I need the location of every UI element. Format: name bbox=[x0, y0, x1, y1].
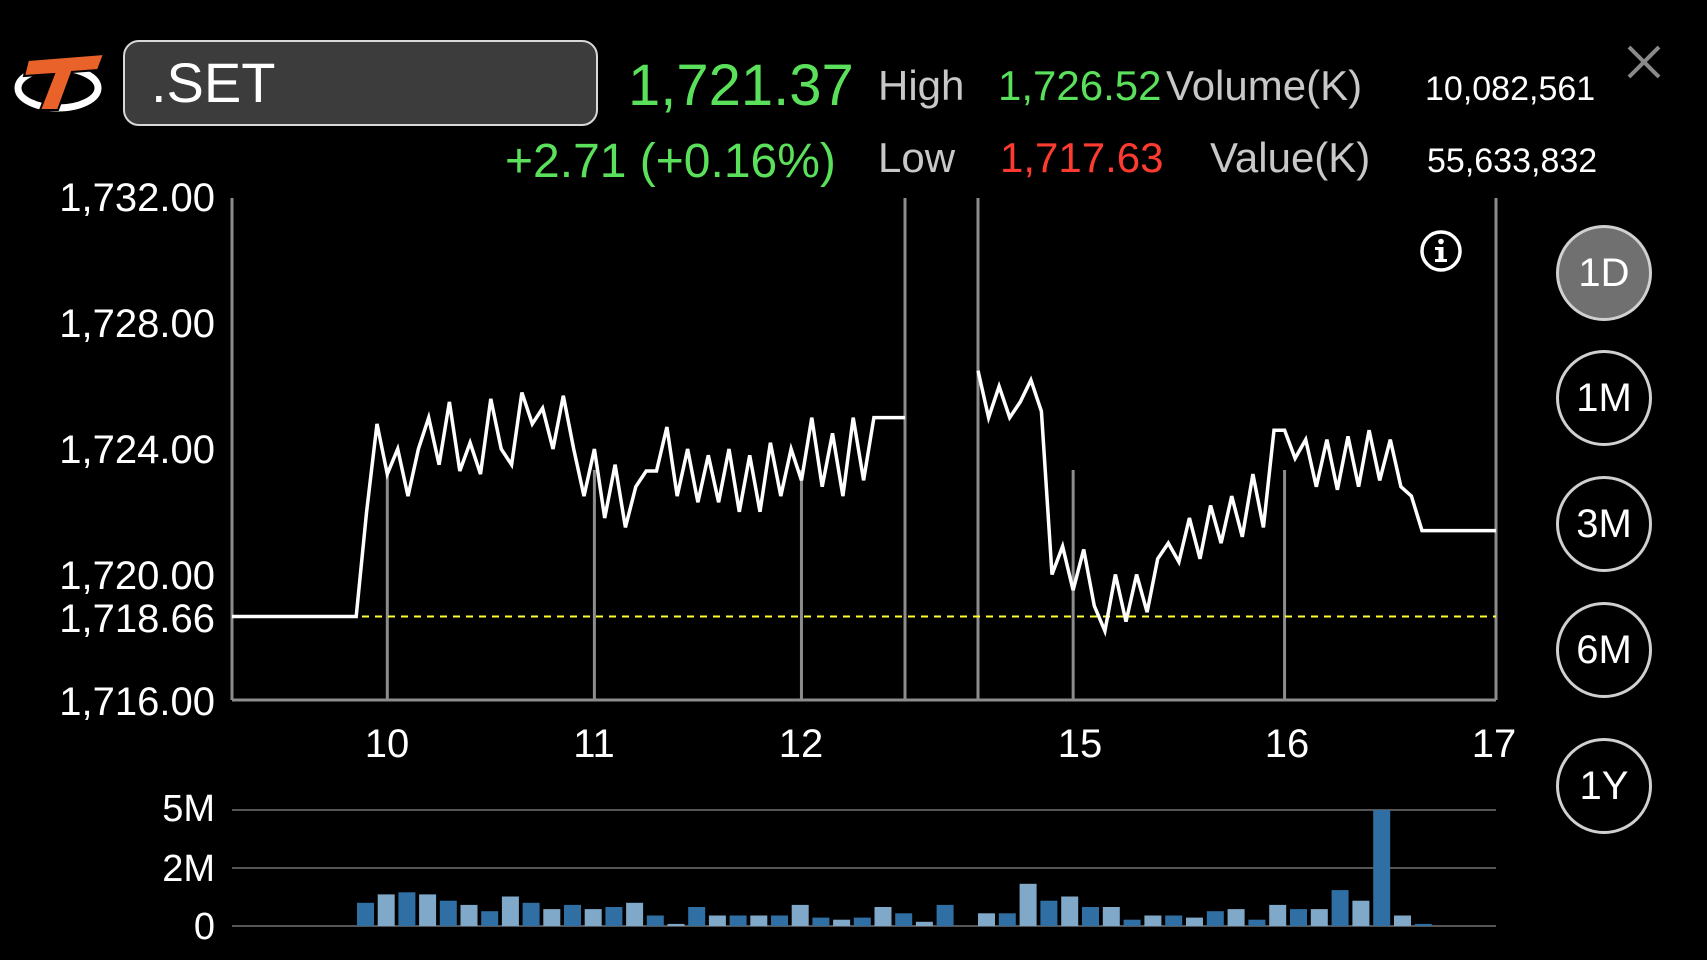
volume-bar bbox=[833, 919, 851, 926]
volume-bar bbox=[874, 907, 892, 926]
symbol-field[interactable]: .SET bbox=[123, 40, 598, 126]
volume-bar bbox=[1352, 900, 1370, 926]
volume-bar bbox=[812, 917, 830, 926]
volume-bar bbox=[1144, 915, 1162, 926]
x-tick-label: 15 bbox=[1057, 722, 1103, 766]
x-tick-label: 10 bbox=[364, 722, 410, 766]
high-label: High bbox=[878, 62, 965, 109]
volume-bar bbox=[398, 892, 416, 926]
volume-bar bbox=[1019, 883, 1037, 926]
volume-bar bbox=[1040, 900, 1058, 926]
x-tick-label: 17 bbox=[1471, 722, 1517, 766]
volume-bar bbox=[1290, 909, 1307, 926]
volume-bar bbox=[667, 923, 685, 926]
high-value: 1,726.52 bbox=[998, 62, 1162, 109]
volume-bar bbox=[377, 894, 395, 926]
volume-y-tick-label: 5M bbox=[162, 788, 215, 830]
volume-bar bbox=[708, 915, 726, 926]
volume-bar bbox=[1206, 911, 1224, 926]
volume-bar bbox=[439, 900, 457, 926]
volume-bar bbox=[1373, 810, 1391, 926]
y-tick-label: 1,716.00 bbox=[59, 680, 215, 724]
close-button[interactable] bbox=[1624, 42, 1664, 82]
x-tick-label: 16 bbox=[1264, 722, 1310, 766]
volume-bar bbox=[626, 902, 644, 926]
volume-bar bbox=[1061, 896, 1079, 926]
low-value: 1,717.63 bbox=[1000, 134, 1164, 181]
volume-bar bbox=[1248, 919, 1266, 926]
low-label: Low bbox=[878, 134, 956, 181]
period-button-3m[interactable]: 3M bbox=[1556, 476, 1652, 572]
volume-bar bbox=[646, 915, 664, 926]
volume-bar bbox=[605, 907, 623, 926]
value-label: Value(K) bbox=[1210, 134, 1371, 181]
info-icon bbox=[1420, 230, 1462, 272]
volume-value: 10,082,561 bbox=[1425, 70, 1596, 108]
volume-bar bbox=[853, 917, 871, 926]
volume-bar bbox=[1165, 915, 1183, 926]
period-button-6m[interactable]: 6M bbox=[1556, 602, 1652, 698]
volume-bar bbox=[688, 907, 706, 926]
price-line-afternoon bbox=[976, 370, 1496, 638]
volume-y-tick-label: 2M bbox=[162, 848, 215, 890]
volume-bar bbox=[1269, 904, 1287, 926]
volume-y-tick-label: 0 bbox=[193, 906, 215, 948]
price-change: +2.71 (+0.16%) bbox=[505, 135, 836, 188]
volume-bar bbox=[584, 909, 602, 926]
volume-bar bbox=[1186, 917, 1203, 926]
last-price: 1,721.37 bbox=[628, 53, 854, 118]
volume-bar bbox=[460, 904, 478, 926]
volume-bar bbox=[543, 909, 561, 926]
period-button-1d[interactable]: 1D bbox=[1556, 225, 1652, 321]
value-value: 55,633,832 bbox=[1427, 142, 1598, 180]
close-icon bbox=[1627, 45, 1661, 79]
volume-bar bbox=[1414, 923, 1432, 926]
volume-bar bbox=[357, 902, 374, 926]
volume-bar bbox=[1227, 909, 1245, 926]
volume-bar bbox=[771, 915, 788, 926]
volume-bar bbox=[481, 911, 499, 926]
volume-bar bbox=[1082, 907, 1099, 926]
volume-bar bbox=[750, 915, 768, 926]
volume-bar bbox=[1331, 890, 1349, 926]
period-button-1m[interactable]: 1M bbox=[1556, 350, 1652, 446]
volume-bar bbox=[1123, 919, 1141, 926]
x-tick-label: 12 bbox=[778, 722, 824, 766]
volume-bar bbox=[1102, 907, 1120, 926]
price-line-morning bbox=[232, 391, 905, 619]
volume-bar bbox=[501, 896, 519, 926]
y-tick-label: 1,728.00 bbox=[59, 302, 215, 346]
volume-bar bbox=[998, 913, 1016, 926]
y-tick-label: 1,720.00 bbox=[59, 554, 215, 598]
company-logo bbox=[14, 50, 106, 116]
volume-bar bbox=[915, 921, 933, 926]
volume-bar bbox=[564, 904, 581, 926]
y-tick-label: 1,724.00 bbox=[59, 428, 215, 472]
volume-bar bbox=[1310, 909, 1328, 926]
reference-price-label: 1,718.66 bbox=[59, 597, 215, 641]
period-button-1y[interactable]: 1Y bbox=[1556, 738, 1652, 834]
info-button[interactable] bbox=[1418, 228, 1464, 274]
volume-bar bbox=[895, 913, 913, 926]
volume-bar bbox=[522, 902, 540, 926]
volume-bar bbox=[978, 913, 995, 926]
volume-bar bbox=[729, 915, 747, 926]
volume-bar bbox=[936, 904, 954, 926]
volume-bar bbox=[419, 894, 437, 926]
y-tick-label: 1,732.00 bbox=[59, 176, 215, 220]
volume-bar bbox=[1394, 915, 1411, 926]
x-tick-label: 11 bbox=[573, 722, 615, 766]
volume-bar bbox=[791, 904, 809, 926]
volume-label: Volume(K) bbox=[1166, 62, 1363, 109]
